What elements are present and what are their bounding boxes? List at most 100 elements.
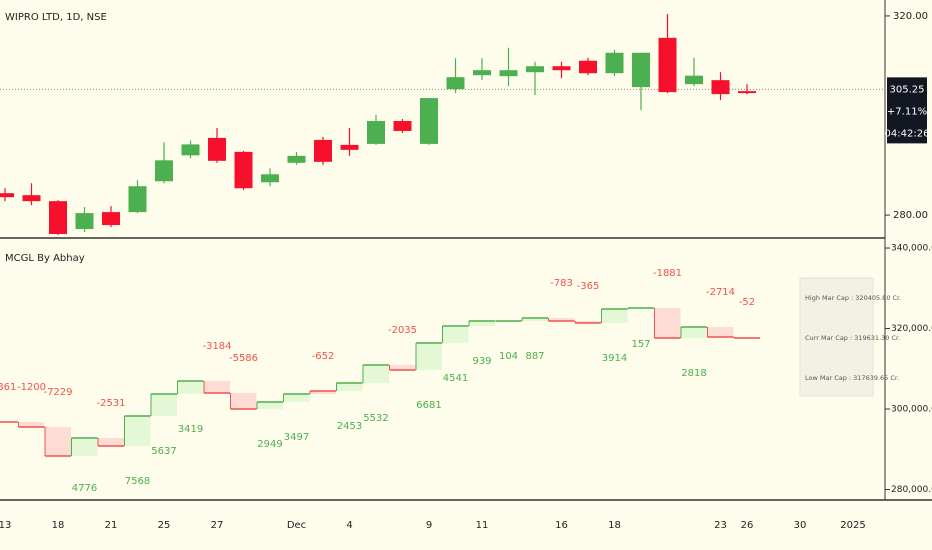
change-label: -7229 <box>43 387 72 398</box>
change-label: 5532 <box>363 413 388 424</box>
change-box <box>442 326 469 344</box>
candle-body <box>632 52 650 88</box>
change-label: 157 <box>631 339 650 350</box>
change-label: -861 <box>0 382 16 393</box>
change-box <box>230 393 257 410</box>
info-text: High Mar Cap : 320405.80 Cr. <box>805 294 901 302</box>
y-tick-label: 320.00 <box>893 11 928 22</box>
change-box <box>601 309 628 324</box>
change-label: -2531 <box>96 398 125 409</box>
candle-body <box>605 52 624 74</box>
indicator-title: MCGL By Abhay <box>5 253 85 264</box>
change-label: -5586 <box>229 353 258 364</box>
candle-body <box>102 212 120 226</box>
chart-title: WIPRO LTD, 1D, NSE <box>5 12 107 23</box>
candle-body <box>128 186 147 213</box>
change-label: 2453 <box>337 421 362 432</box>
change-box <box>575 321 601 324</box>
candle-body <box>526 66 544 73</box>
candle-body <box>208 137 226 161</box>
candle-body <box>420 98 438 144</box>
x-tick-label: 4 <box>346 520 352 531</box>
candle-body <box>367 120 385 144</box>
candle-body <box>261 174 279 183</box>
y-tick-label: 320,000.00 <box>891 324 932 334</box>
change-label: 939 <box>472 356 491 367</box>
change-box <box>654 308 681 339</box>
change-label: 3497 <box>284 432 309 443</box>
change-label: 887 <box>525 351 544 362</box>
change-label: 104 <box>499 351 518 362</box>
change-box <box>283 393 310 403</box>
change-label: 2818 <box>681 368 706 379</box>
candle-body <box>340 144 359 150</box>
change-box <box>363 365 389 384</box>
change-label: -2714 <box>706 287 735 298</box>
candle-body <box>685 75 703 85</box>
change-label: 7568 <box>125 476 150 487</box>
candle-body <box>738 91 756 94</box>
change-box <box>681 327 707 339</box>
change-label: 4776 <box>72 483 97 494</box>
x-tick-label: 9 <box>426 520 432 531</box>
candle-body <box>75 213 94 230</box>
change-label: -1200 <box>17 382 46 393</box>
candle-body <box>658 37 677 93</box>
change-box <box>469 321 495 327</box>
x-tick-label: 25 <box>158 520 171 531</box>
candle-body <box>499 70 518 77</box>
candle-body <box>314 139 332 162</box>
info-box <box>799 277 874 397</box>
x-tick-label: 2025 <box>840 520 865 531</box>
change-box <box>177 380 204 394</box>
change-label: -783 <box>550 278 573 289</box>
candle-body <box>0 193 14 198</box>
candle-body <box>49 201 67 235</box>
candle-body <box>22 195 41 202</box>
y-tick-label: 340,000.00 <box>891 244 932 254</box>
info-text: Low Mar Cap : 317639.65 Cr. <box>805 374 899 382</box>
change-box <box>707 327 734 338</box>
candle-body <box>473 70 491 76</box>
change-label: -365 <box>577 281 600 292</box>
last-price-label: 305.25 <box>890 84 925 95</box>
change-label: -2035 <box>388 325 417 336</box>
x-tick-label: 16 <box>555 520 568 531</box>
change-box <box>124 416 151 446</box>
candle-body <box>552 66 571 71</box>
change-label: 4541 <box>443 373 468 384</box>
candle-body <box>155 160 173 182</box>
change-box <box>548 318 575 322</box>
change-label: 3914 <box>602 353 627 364</box>
change-label: +7.11% <box>887 106 927 117</box>
change-box <box>310 391 336 394</box>
x-tick-label: 30 <box>794 520 807 531</box>
change-label: 6681 <box>416 400 441 411</box>
change-box <box>416 343 442 371</box>
x-tick-label: Dec <box>287 520 306 531</box>
candle-body <box>234 151 253 189</box>
candle-body <box>287 155 306 163</box>
change-box <box>336 383 363 392</box>
change-box <box>522 318 548 322</box>
change-label: 3419 <box>178 424 203 435</box>
change-label: -3184 <box>202 341 231 352</box>
change-box <box>389 365 416 371</box>
change-label: -652 <box>312 351 335 362</box>
candle-body <box>579 60 597 74</box>
x-tick-label: 11 <box>476 520 489 531</box>
change-label: -52 <box>739 297 755 308</box>
last-price-box <box>887 77 927 144</box>
change-box <box>204 380 230 394</box>
x-tick-label: 13 <box>0 520 11 531</box>
y-tick-label: 280,000.00 <box>891 485 932 495</box>
change-label: -1881 <box>653 268 682 279</box>
candle-body <box>393 120 412 131</box>
change-label: 2949 <box>257 439 282 450</box>
x-tick-label: 23 <box>714 520 727 531</box>
change-box <box>45 426 71 457</box>
candle-body <box>446 77 465 90</box>
countdown-label: 04:42:26 <box>885 128 930 139</box>
